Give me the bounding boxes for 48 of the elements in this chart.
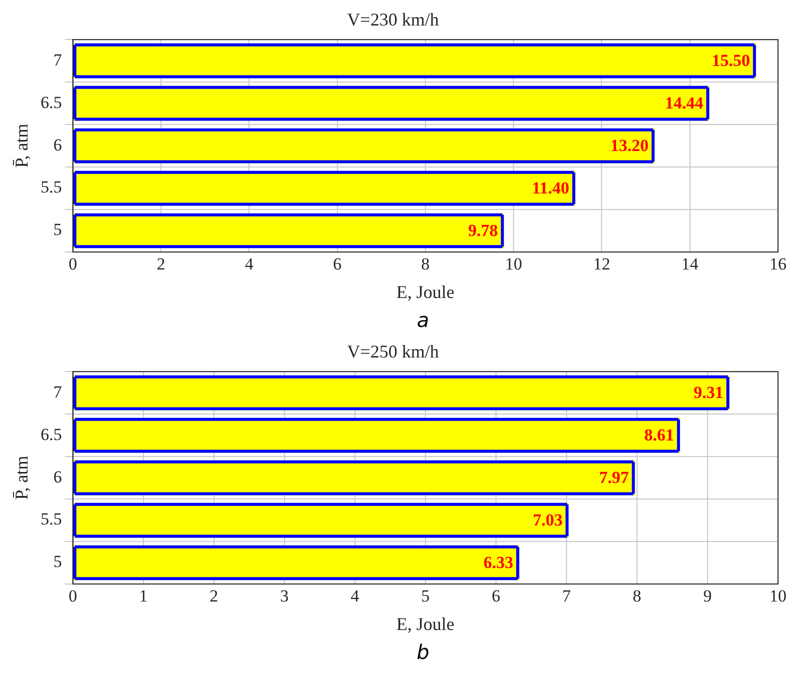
data-label: 7.97 <box>599 468 630 488</box>
x-tick-label: 16 <box>770 254 786 274</box>
x-tick-label: 6 <box>333 254 342 274</box>
y-tick-label: 7 <box>53 50 62 70</box>
chart-title: V=250 km/h <box>347 342 439 362</box>
x-tick-label: 6 <box>492 586 500 606</box>
x-tick-label: 7 <box>562 586 572 606</box>
x-tick-label: 5 <box>421 586 430 606</box>
data-label: 15.50 <box>712 51 750 70</box>
x-tick-label: 8 <box>421 254 430 274</box>
y-tick-label: 5.5 <box>40 510 62 529</box>
data-label: 14.44 <box>665 94 704 113</box>
data-label: 11.40 <box>532 178 570 198</box>
x-tick-label: 4 <box>244 254 254 274</box>
y-tick-label: 7 <box>53 382 62 402</box>
x-tick-label: 1 <box>139 586 148 606</box>
x-tick-label: 10 <box>505 254 522 274</box>
text: b <box>416 640 430 666</box>
x-tick-label: 0 <box>68 254 78 274</box>
y-tick-label: 6 <box>53 135 62 154</box>
y-axis-title: P̄, atm <box>12 456 32 500</box>
x-axis-title: E, Joule <box>396 282 454 302</box>
data-label: 6.33 <box>483 553 514 572</box>
data-label: 13.20 <box>610 136 649 156</box>
x-tick-label: 0 <box>68 586 78 606</box>
x-tick-label: 10 <box>770 586 786 606</box>
y-tick-label: 6.5 <box>40 424 62 444</box>
data-label: 8.61 <box>644 426 674 445</box>
x-tick-label: 8 <box>632 586 642 606</box>
data-label: 7.03 <box>532 510 563 530</box>
x-tick-label: 9 <box>703 586 712 606</box>
x-tick-label: 2 <box>210 586 218 606</box>
text: a <box>416 308 430 334</box>
y-tick-label: 5 <box>53 552 62 572</box>
x-tick-label: 3 <box>280 586 289 606</box>
y-tick-label: 6 <box>53 467 62 486</box>
x-tick-label: 4 <box>350 586 360 606</box>
x-tick-label: 14 <box>681 254 699 274</box>
y-tick-label: 6.5 <box>40 92 62 112</box>
x-axis-title: E, Joule <box>396 614 454 634</box>
y-tick-label: 5.5 <box>40 178 62 197</box>
x-tick-label: 12 <box>593 254 610 274</box>
data-label: 9.31 <box>694 383 724 402</box>
data-label: 9.78 <box>468 221 498 240</box>
x-tick-label: 2 <box>156 254 166 274</box>
y-tick-label: 5 <box>53 220 62 240</box>
chart-title: V=230 km/h <box>347 10 439 30</box>
y-axis-title: P̄, atm <box>12 124 32 168</box>
